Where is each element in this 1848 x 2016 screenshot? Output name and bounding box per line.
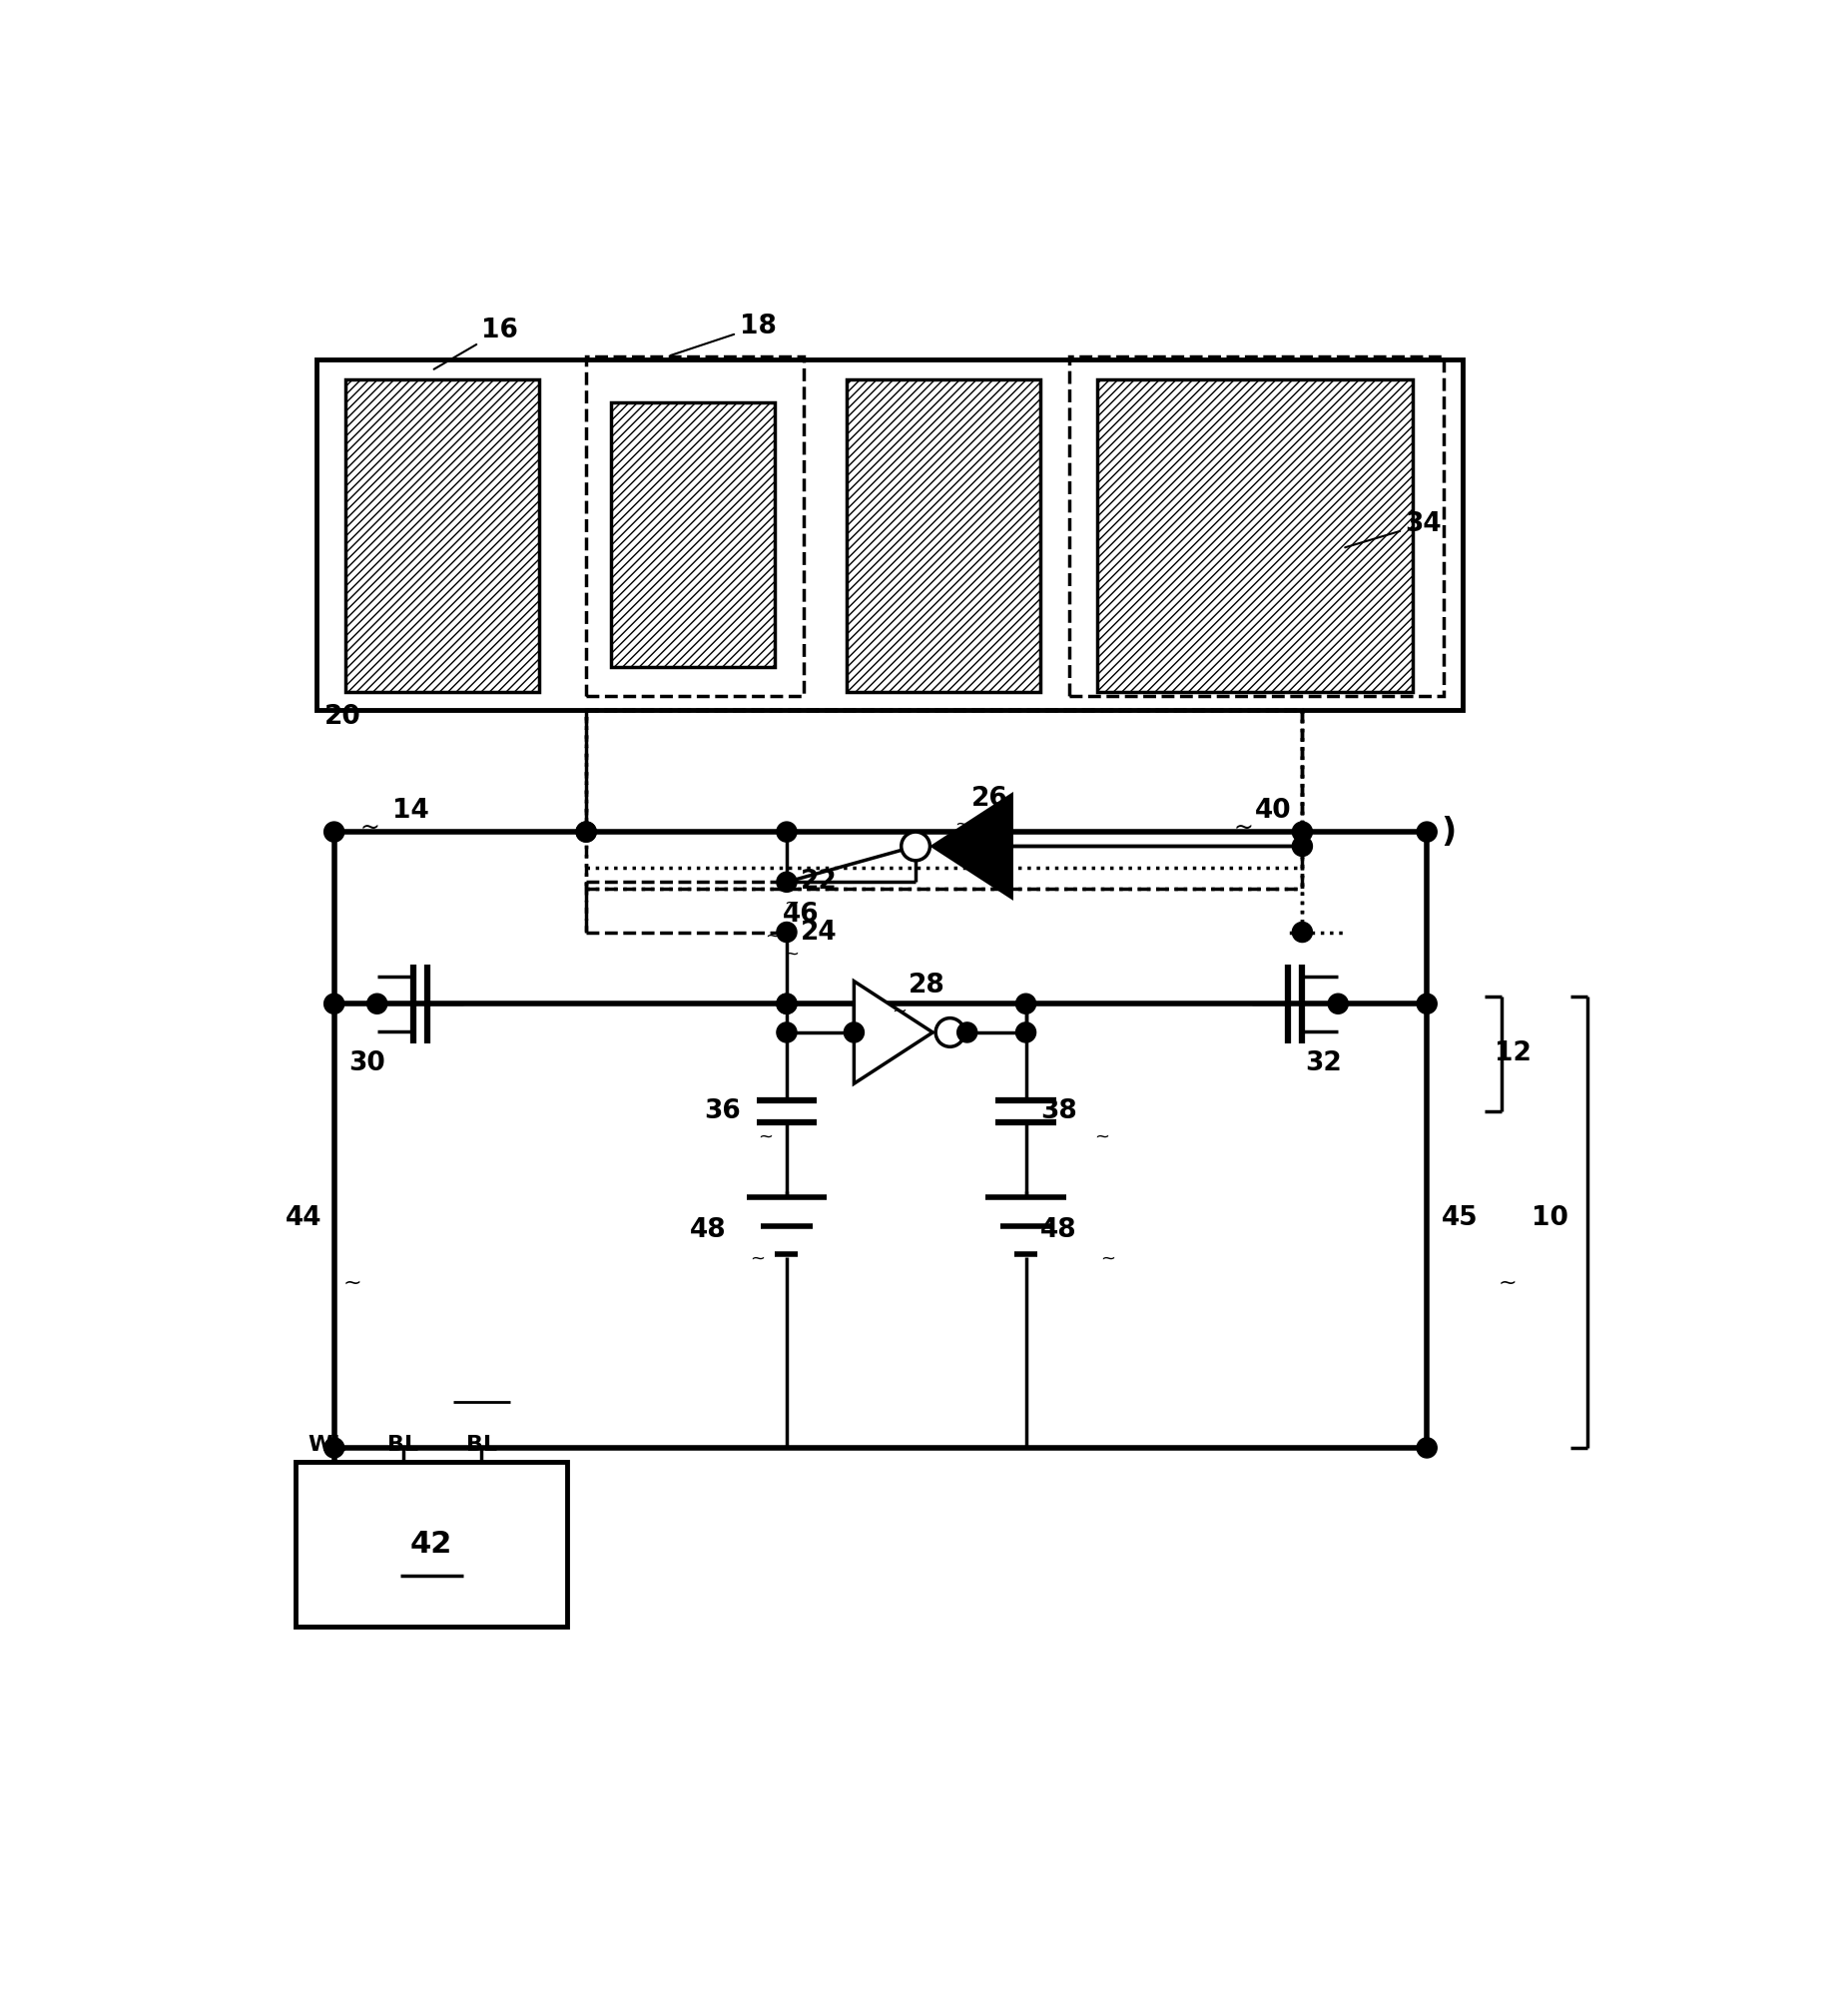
Text: WL: WL (307, 1435, 346, 1456)
Bar (296, 1462, 567, 1627)
Text: ~: ~ (1094, 1129, 1109, 1145)
Circle shape (845, 1022, 865, 1042)
Bar (318, 359, 1464, 710)
Circle shape (1292, 921, 1312, 941)
Text: 12: 12 (1495, 1040, 1530, 1066)
Text: 10: 10 (1532, 1206, 1569, 1232)
Text: ~: ~ (1100, 1250, 1116, 1268)
Polygon shape (933, 794, 1011, 897)
Circle shape (577, 823, 597, 843)
Polygon shape (854, 982, 933, 1085)
Circle shape (1417, 994, 1438, 1014)
Text: 20: 20 (323, 704, 360, 730)
Text: 16: 16 (434, 319, 519, 369)
Text: 32: 32 (1305, 1050, 1342, 1077)
Text: ~: ~ (360, 816, 379, 839)
Circle shape (776, 994, 796, 1014)
Text: 28: 28 (909, 972, 944, 998)
Text: ~: ~ (765, 927, 780, 946)
Text: 14: 14 (394, 798, 429, 823)
Circle shape (776, 823, 796, 843)
Text: 34: 34 (1345, 512, 1441, 548)
Bar (1098, 379, 1412, 691)
Circle shape (1292, 837, 1312, 857)
Circle shape (957, 1022, 978, 1042)
Text: ~: ~ (1499, 1272, 1517, 1292)
Text: 42: 42 (410, 1530, 453, 1558)
Text: 26: 26 (972, 786, 1009, 812)
Circle shape (1329, 994, 1347, 1014)
Text: ~: ~ (784, 946, 798, 962)
Text: ): ) (1441, 814, 1456, 849)
Text: BL: BL (466, 1435, 497, 1456)
Text: 36: 36 (704, 1099, 741, 1125)
Text: ~: ~ (954, 816, 968, 835)
Text: ~: ~ (891, 1002, 906, 1020)
Circle shape (776, 1022, 796, 1042)
Circle shape (1417, 823, 1438, 843)
Circle shape (323, 823, 344, 843)
Circle shape (902, 833, 930, 861)
Circle shape (1016, 994, 1037, 1014)
Bar (586, 710, 1303, 889)
Text: 22: 22 (800, 869, 837, 895)
Text: 48: 48 (1040, 1218, 1077, 1244)
Text: BL: BL (388, 1435, 418, 1456)
Bar (1068, 357, 1443, 696)
Bar (586, 710, 1303, 889)
Circle shape (776, 994, 796, 1014)
Bar (346, 379, 540, 691)
Text: 40: 40 (1255, 798, 1292, 823)
Circle shape (323, 994, 344, 1014)
Text: 24: 24 (800, 919, 837, 946)
Text: ~: ~ (342, 1272, 362, 1292)
Text: 45: 45 (1441, 1206, 1478, 1232)
Text: 48: 48 (689, 1218, 726, 1244)
Circle shape (368, 994, 386, 1014)
Bar (586, 357, 804, 696)
Text: 18: 18 (671, 312, 776, 355)
Circle shape (1016, 1022, 1037, 1042)
Text: ~: ~ (750, 1250, 765, 1268)
Text: ~: ~ (758, 1129, 772, 1145)
Circle shape (776, 921, 796, 941)
Circle shape (577, 823, 597, 843)
Bar (610, 401, 776, 667)
Circle shape (935, 1018, 965, 1046)
Text: 38: 38 (1040, 1099, 1077, 1125)
Text: 44: 44 (285, 1206, 322, 1232)
Circle shape (323, 1437, 344, 1458)
Text: ~: ~ (784, 895, 798, 913)
Circle shape (1417, 1437, 1438, 1458)
Text: 30: 30 (349, 1050, 384, 1077)
Text: 46: 46 (782, 901, 819, 927)
Bar (846, 379, 1040, 691)
Circle shape (1292, 823, 1312, 843)
Circle shape (776, 873, 796, 891)
Text: ~: ~ (1234, 816, 1253, 839)
